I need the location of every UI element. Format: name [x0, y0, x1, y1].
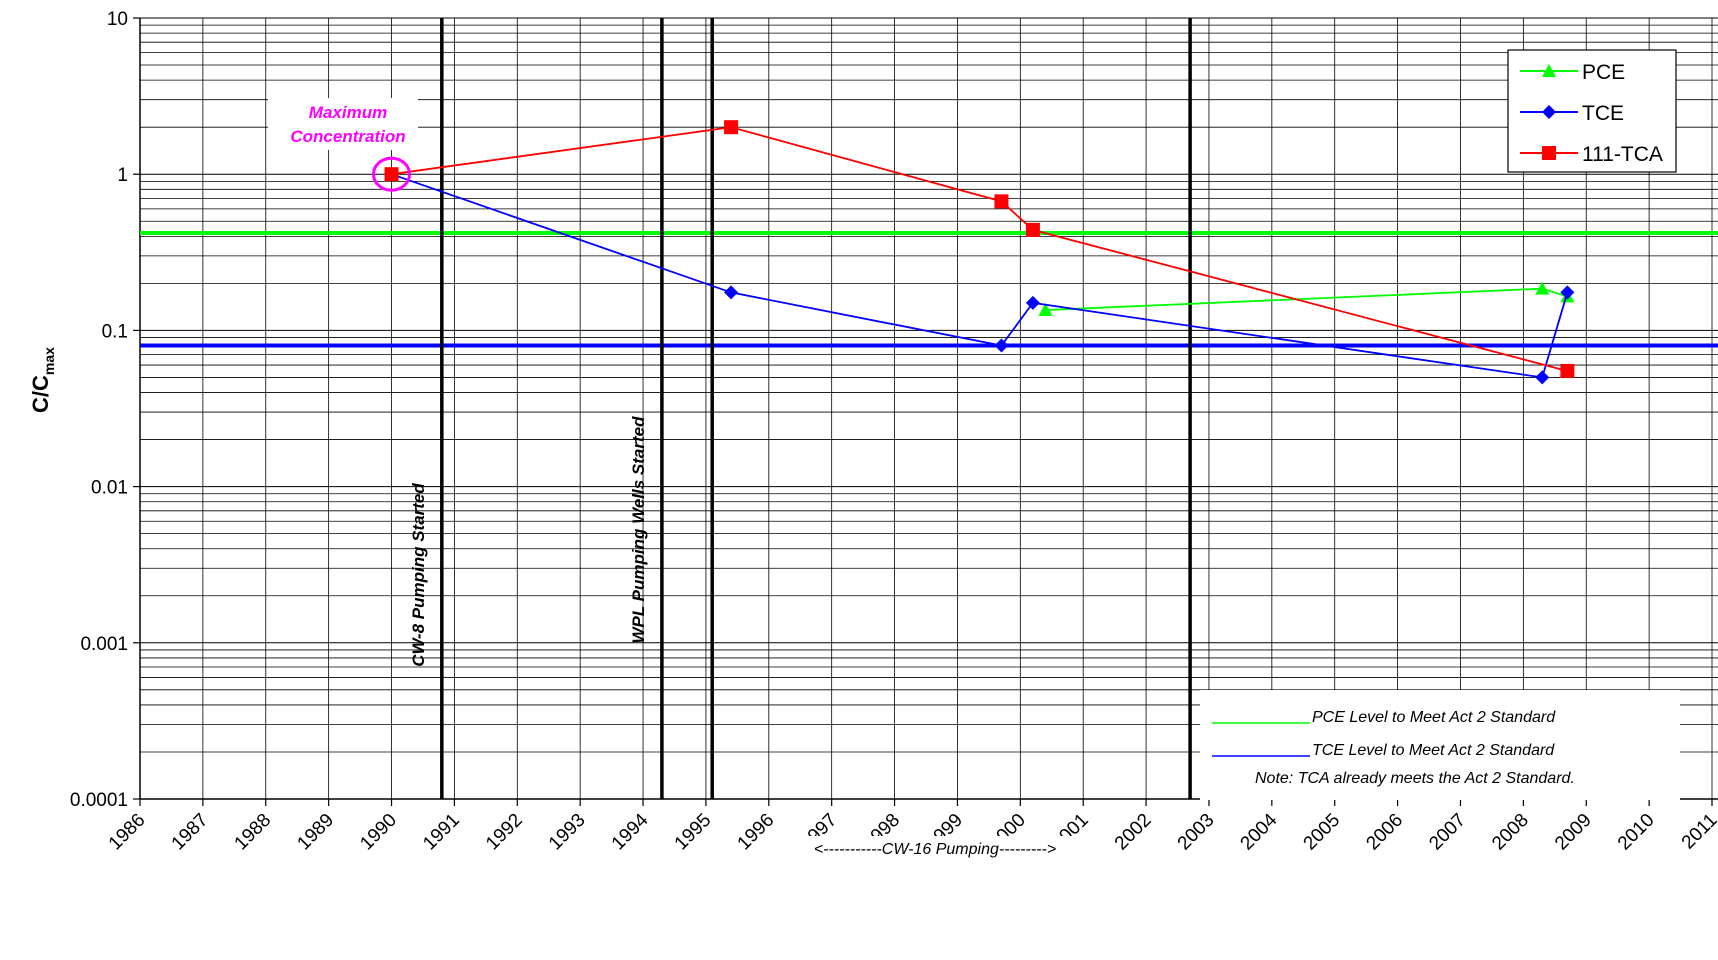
reference-legend-label-1: TCE Level to Meet Act 2 Standard — [1312, 742, 1555, 759]
cw16-label-background — [770, 836, 1100, 862]
data-series — [384, 120, 1575, 385]
y-axis-label: C/Cmax — [28, 347, 57, 413]
legend-label-111-tca: 111-TCA — [1582, 143, 1663, 166]
series-point-111-tca-4 — [1560, 363, 1575, 378]
legend: PCE TCE 111-TCA — [1507, 49, 1677, 173]
series-point-tce-4 — [1535, 370, 1550, 385]
legend-marker-pce — [1542, 64, 1556, 77]
series-point-tce-5 — [1560, 285, 1575, 300]
series-point-tce-2 — [994, 338, 1009, 353]
tca-note: Note: TCA already meets the Act 2 Standa… — [1255, 770, 1575, 787]
event-lines: CW-8 Pumping Started WPL Pumping Wells St… — [409, 18, 1192, 799]
series-line-tce — [391, 173, 1569, 379]
series-point-pce-1 — [1535, 281, 1550, 295]
series-point-tce-1 — [724, 285, 739, 300]
series-point-111-tca-0 — [384, 167, 399, 182]
reference-lines — [140, 231, 1718, 348]
event-label-0: CW-8 Pumping Started — [409, 483, 428, 667]
event-label-1: WPL Pumping Wells Started — [629, 416, 648, 644]
max-label-line2: Concentration — [290, 127, 405, 146]
y-tick-label: 1 — [117, 165, 128, 186]
annotations: Maximum Concentration <-----------CW-16 Pu… — [268, 98, 1100, 862]
max-label-line1: Maximum — [309, 103, 387, 122]
y-tick-label: 10 — [107, 9, 128, 30]
reference-legend: PCE Level to Meet Act 2 Standard TCE Leve… — [1200, 690, 1680, 800]
y-tick-label: 0.0001 — [70, 790, 128, 811]
legend-marker-111-tca — [1542, 146, 1556, 160]
series-point-111-tca-2 — [994, 194, 1009, 209]
series-point-111-tca-1 — [724, 120, 739, 135]
series-point-111-tca-3 — [1025, 222, 1040, 237]
y-tick-label: 0.1 — [102, 321, 128, 342]
legend-marker-tce — [1542, 105, 1556, 119]
series-point-tce-3 — [1025, 295, 1040, 310]
series-point-pce-0 — [1038, 303, 1053, 317]
max-label-background — [268, 98, 418, 150]
y-tick-label: 0.01 — [91, 478, 128, 499]
cw16-label: <-----------CW-16 Pumping---------> — [814, 841, 1056, 858]
legend-label-tce: TCE — [1582, 102, 1624, 125]
legend-label-pce: PCE — [1582, 61, 1625, 84]
reference-legend-label-0: PCE Level to Meet Act 2 Standard — [1312, 709, 1556, 726]
grid — [139, 17, 1718, 800]
reference-legend-box — [1200, 690, 1680, 800]
y-tick-label: 0.001 — [80, 634, 128, 655]
max-concentration-circle — [372, 156, 412, 192]
